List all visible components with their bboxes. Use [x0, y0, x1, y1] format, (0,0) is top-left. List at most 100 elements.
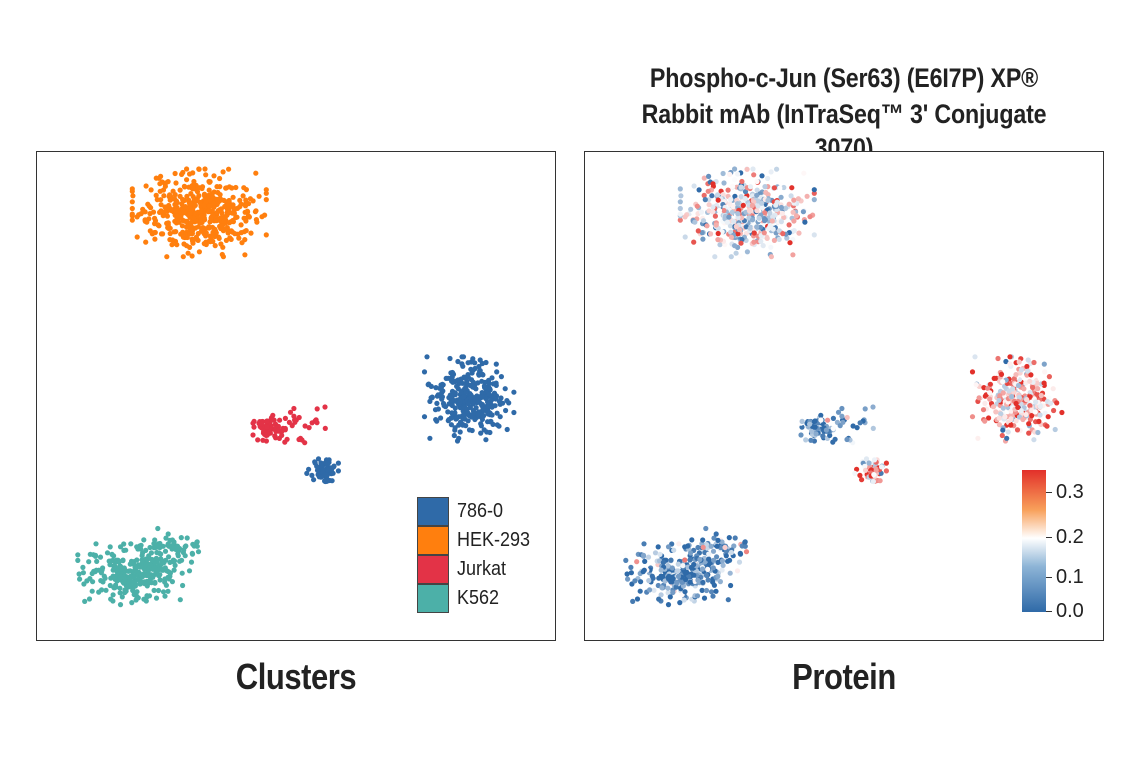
cluster-point: [437, 385, 443, 391]
protein-point: [665, 585, 671, 591]
cluster-point: [452, 379, 458, 385]
protein-point: [1023, 411, 1029, 418]
legend-swatch: [417, 497, 449, 526]
cluster-point: [306, 466, 312, 472]
cluster-point: [182, 204, 188, 210]
cluster-point: [315, 456, 322, 462]
cluster-point: [140, 564, 146, 571]
cluster-point: [424, 354, 430, 360]
cluster-point: [134, 234, 140, 240]
cluster-point: [167, 237, 173, 243]
protein-point: [762, 210, 768, 216]
protein-point: [719, 539, 725, 545]
cluster-point: [304, 470, 310, 476]
cluster-point: [238, 201, 244, 207]
cluster-point: [248, 230, 254, 236]
legend-swatch: [417, 584, 449, 613]
cluster-point: [211, 173, 217, 179]
cluster-point: [184, 166, 190, 172]
cluster-point: [221, 218, 227, 224]
cluster-point: [147, 228, 153, 234]
protein-point: [708, 543, 714, 549]
protein-point: [765, 197, 771, 203]
protein-point: [679, 579, 685, 585]
protein-point: [1015, 404, 1021, 410]
cluster-point: [199, 225, 205, 231]
cluster-point: [117, 585, 123, 591]
cluster-point: [489, 412, 495, 418]
protein-point: [731, 218, 737, 224]
protein-point: [652, 550, 659, 556]
cluster-point: [163, 557, 169, 563]
cluster-point: [460, 422, 466, 428]
protein-point: [682, 214, 688, 220]
protein-point: [1003, 358, 1009, 365]
cluster-point: [214, 184, 220, 190]
protein-point: [807, 214, 813, 220]
protein-point: [877, 478, 883, 484]
cluster-point: [167, 537, 173, 543]
cluster-point: [161, 193, 167, 199]
cluster-point: [157, 566, 163, 572]
protein-point: [972, 354, 978, 360]
cluster-point: [160, 589, 167, 595]
cluster-point: [318, 460, 324, 466]
protein-point: [688, 564, 694, 571]
cluster-point: [183, 218, 189, 224]
cluster-point: [470, 367, 476, 373]
cluster-point: [180, 196, 186, 203]
protein-point: [997, 393, 1003, 399]
cluster-point: [180, 549, 186, 556]
cluster-point: [263, 190, 269, 196]
cluster-point: [110, 567, 116, 573]
protein-point: [755, 198, 761, 204]
legend-swatch: [417, 526, 449, 555]
protein-point: [655, 544, 661, 550]
cluster-point: [187, 211, 193, 217]
cluster-point: [477, 357, 483, 363]
cluster-point: [190, 240, 196, 246]
cluster-point: [465, 400, 471, 407]
cluster-point: [439, 390, 445, 396]
protein-point: [1036, 418, 1042, 424]
protein-point: [800, 209, 806, 215]
cluster-point: [108, 558, 115, 564]
protein-scatter: [623, 166, 1065, 608]
cluster-point: [168, 207, 175, 214]
cluster-point: [252, 209, 258, 215]
protein-point: [1023, 380, 1029, 386]
protein-point: [735, 231, 741, 237]
protein-point: [835, 409, 842, 415]
cluster-point: [153, 175, 159, 181]
protein-point: [791, 218, 797, 224]
protein-point: [680, 563, 686, 569]
colorbar-label: 0.2: [1056, 526, 1084, 548]
cluster-point: [195, 549, 202, 555]
protein-point: [665, 544, 672, 550]
cluster-point: [102, 575, 108, 581]
cluster-point: [171, 539, 177, 545]
cluster-point: [450, 411, 456, 417]
protein-point: [713, 588, 719, 594]
cluster-point: [473, 386, 479, 392]
protein-point: [623, 552, 629, 558]
protein-point: [1002, 414, 1008, 420]
protein-point: [647, 587, 653, 593]
cluster-point: [92, 552, 99, 558]
cluster-point: [179, 201, 185, 207]
cluster-point: [177, 187, 183, 193]
protein-point: [839, 405, 845, 412]
cluster-point: [504, 426, 510, 433]
cluster-point: [178, 214, 184, 220]
protein-point: [985, 385, 991, 391]
protein-point: [767, 223, 773, 229]
cluster-point: [167, 192, 173, 198]
cluster-point: [189, 253, 195, 259]
cluster-point: [104, 550, 111, 556]
protein-point: [1059, 389, 1065, 395]
protein-point: [735, 214, 741, 220]
protein-point: [650, 575, 656, 581]
cluster-point: [322, 425, 328, 431]
cluster-point: [503, 407, 509, 414]
protein-point: [727, 171, 733, 177]
